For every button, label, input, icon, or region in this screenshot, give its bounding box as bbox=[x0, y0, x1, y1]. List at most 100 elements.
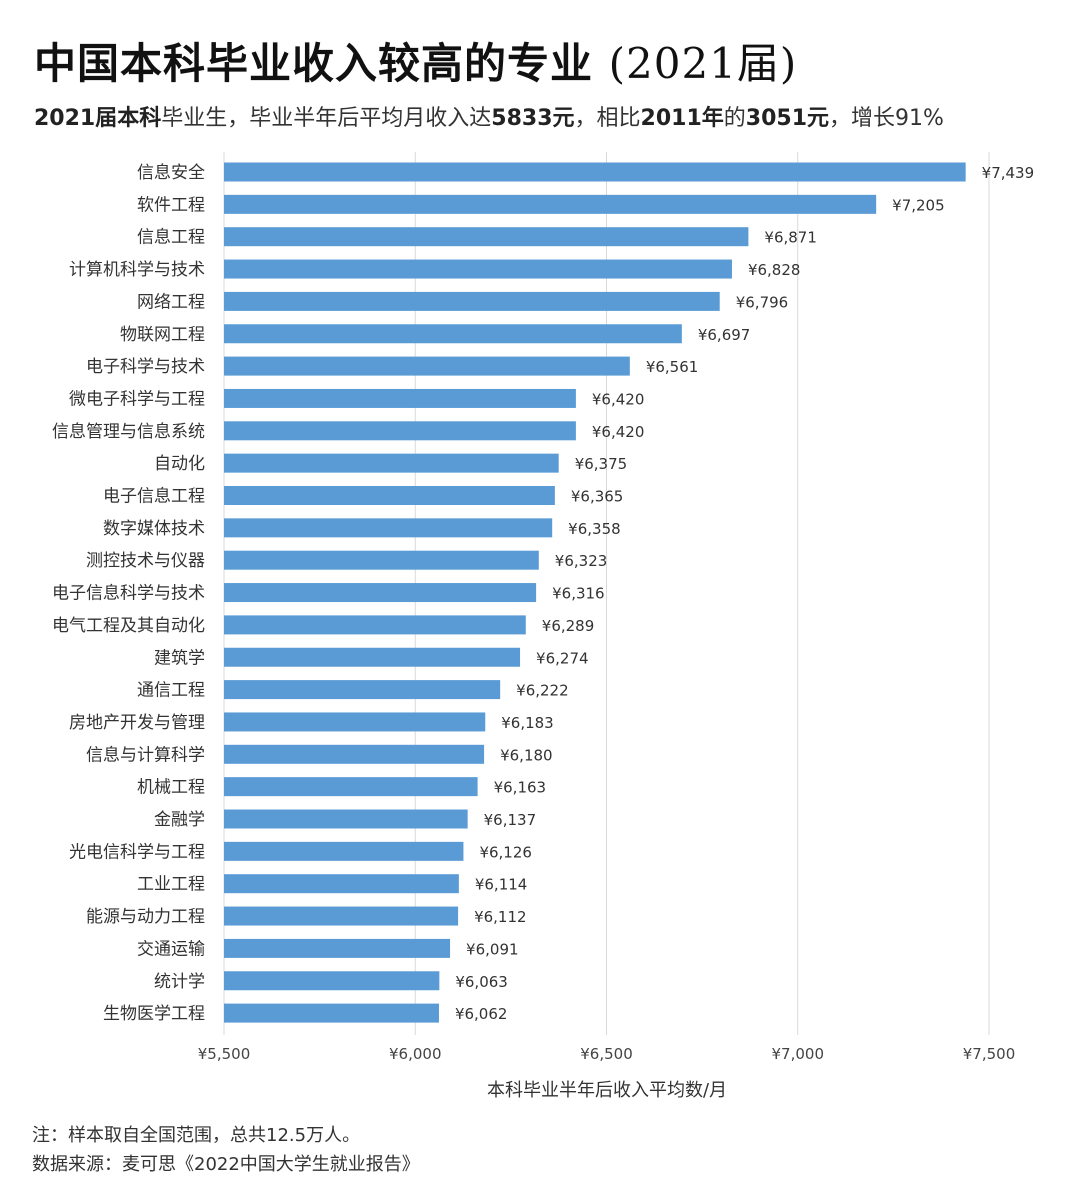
x-tick-label: ¥6,000 bbox=[389, 1045, 442, 1063]
subtitle-part-7: 的 bbox=[723, 106, 746, 131]
category-label: 自动化 bbox=[154, 454, 205, 474]
value-label: ¥6,365 bbox=[571, 488, 624, 506]
value-label: ¥6,180 bbox=[500, 746, 552, 764]
bar bbox=[224, 486, 555, 505]
value-label: ¥6,062 bbox=[455, 1005, 508, 1023]
category-label: 生物医学工程 bbox=[103, 1004, 205, 1024]
category-label: 电气工程及其自动化 bbox=[52, 616, 205, 636]
value-label: ¥6,112 bbox=[474, 908, 526, 926]
value-label: ¥6,697 bbox=[698, 326, 751, 344]
chart-subtitle: 2021届本科毕业生，毕业半年后平均月收入达5833元，相比2011年的3051… bbox=[34, 100, 944, 132]
value-label: ¥6,063 bbox=[455, 973, 508, 991]
bar bbox=[224, 874, 459, 894]
value-label: ¥6,420 bbox=[592, 390, 645, 408]
bar bbox=[224, 421, 576, 441]
value-label: ¥7,439 bbox=[982, 164, 1035, 182]
category-label: 电子信息工程 bbox=[103, 487, 205, 507]
bar bbox=[224, 291, 720, 311]
category-label: 信息管理与信息系统 bbox=[52, 422, 205, 442]
subtitle-part-4: 5833元 bbox=[491, 106, 575, 131]
value-label: ¥6,316 bbox=[552, 585, 605, 603]
value-label: ¥6,358 bbox=[568, 520, 621, 538]
data-source: 数据来源：麦可思《2022中国大学生就业报告》 bbox=[32, 1154, 420, 1175]
category-label: 微电子科学与工程 bbox=[69, 389, 205, 409]
value-label: ¥6,163 bbox=[494, 779, 547, 797]
bar bbox=[224, 227, 749, 247]
footnotes: 注：样本取自全国范围，总共12.5万人。 数据来源：麦可思《2022中国大学生就… bbox=[32, 1121, 420, 1179]
subtitle-part-6: 2011年 bbox=[640, 106, 724, 131]
bar bbox=[224, 615, 526, 635]
bar bbox=[224, 259, 732, 279]
value-label: ¥6,828 bbox=[748, 261, 801, 279]
subtitle-part-5: ，相比 bbox=[574, 106, 641, 131]
chart-title-main: 中国本科毕业收入较高的专业 bbox=[34, 39, 594, 88]
bar bbox=[224, 518, 553, 538]
subtitle-part-8: 3051元 bbox=[745, 106, 829, 131]
bar bbox=[224, 162, 966, 182]
value-label: ¥6,126 bbox=[479, 843, 532, 861]
category-labels: 信息安全软件工程信息工程计算机科学与技术网络工程物联网工程电子科学与技术微电子科… bbox=[52, 163, 205, 1024]
subtitle-part-1: 2021届 bbox=[34, 106, 118, 131]
value-label: ¥6,222 bbox=[516, 682, 569, 700]
category-label: 信息工程 bbox=[137, 228, 205, 248]
value-label: ¥6,561 bbox=[646, 358, 699, 376]
category-label: 能源与动力工程 bbox=[86, 907, 205, 927]
bar bbox=[224, 194, 877, 214]
subtitle-part-2: 本科 bbox=[117, 106, 162, 131]
value-label: ¥6,871 bbox=[764, 229, 817, 247]
value-label: ¥6,274 bbox=[536, 649, 589, 667]
bar bbox=[224, 777, 478, 797]
bar bbox=[224, 583, 537, 603]
x-axis-ticks: ¥5,500 ¥6,000 ¥6,500 ¥7,000 ¥7,500 bbox=[198, 1045, 1016, 1063]
category-label: 光电信科学与工程 bbox=[69, 842, 205, 862]
category-label: 测控技术与仪器 bbox=[86, 551, 205, 571]
category-label: 房地产开发与管理 bbox=[69, 713, 205, 733]
bar bbox=[224, 744, 485, 764]
category-label: 交通运输 bbox=[137, 939, 205, 959]
category-label: 建筑学 bbox=[154, 648, 205, 668]
bar bbox=[224, 324, 682, 344]
value-label: ¥6,289 bbox=[542, 617, 595, 635]
value-label: ¥6,323 bbox=[555, 552, 608, 570]
value-label: ¥6,796 bbox=[736, 293, 789, 311]
category-label: 工业工程 bbox=[137, 875, 205, 895]
bar-chart: 信息安全软件工程信息工程计算机科学与技术网络工程物联网工程电子科学与技术微电子科… bbox=[52, 152, 1034, 1101]
bar bbox=[224, 809, 468, 829]
category-label: 电子科学与技术 bbox=[86, 357, 205, 377]
x-tick-label: ¥6,500 bbox=[580, 1045, 633, 1063]
x-tick-label: ¥7,000 bbox=[772, 1045, 825, 1063]
category-label: 软件工程 bbox=[137, 195, 205, 215]
category-label: 信息安全 bbox=[137, 163, 205, 183]
value-label: ¥7,205 bbox=[892, 196, 945, 214]
value-label: ¥6,114 bbox=[475, 876, 527, 894]
value-label: ¥6,183 bbox=[501, 714, 554, 732]
category-label: 统计学 bbox=[154, 972, 205, 992]
bar bbox=[224, 680, 501, 700]
bar bbox=[224, 647, 521, 667]
bar bbox=[224, 971, 440, 991]
value-labels: ¥7,439 ¥7,205 ¥6,871 ¥6,828 ¥6,796 ¥6,697 ¥6,5… bbox=[455, 164, 1034, 1023]
chart-title: 中国本科毕业收入较高的专业 (2021届) bbox=[34, 30, 797, 91]
bar bbox=[224, 938, 451, 958]
category-label: 电子信息科学与技术 bbox=[52, 584, 205, 604]
bar bbox=[224, 550, 539, 570]
category-label: 网络工程 bbox=[137, 292, 205, 312]
category-label: 机械工程 bbox=[137, 778, 205, 798]
value-label: ¥6,420 bbox=[592, 423, 645, 441]
bar bbox=[224, 841, 464, 861]
subtitle-part-3: 毕业生，毕业半年后平均月收入达 bbox=[161, 106, 492, 131]
sample-note: 注：样本取自全国范围，总共12.5万人。 bbox=[32, 1125, 361, 1146]
category-label: 物联网工程 bbox=[120, 325, 205, 345]
category-label: 金融学 bbox=[154, 810, 205, 830]
x-tick-label: ¥5,500 bbox=[198, 1045, 251, 1063]
chart-title-year: (2021届) bbox=[608, 39, 798, 88]
subtitle-part-9: ，增长91% bbox=[829, 106, 944, 131]
bar bbox=[224, 712, 486, 732]
bar bbox=[224, 906, 459, 926]
bars bbox=[224, 162, 966, 1023]
value-label: ¥6,091 bbox=[466, 940, 519, 958]
x-tick-label: ¥7,500 bbox=[963, 1045, 1016, 1063]
category-label: 数字媒体技术 bbox=[103, 519, 205, 539]
bar bbox=[224, 453, 559, 473]
value-label: ¥6,375 bbox=[575, 455, 628, 473]
